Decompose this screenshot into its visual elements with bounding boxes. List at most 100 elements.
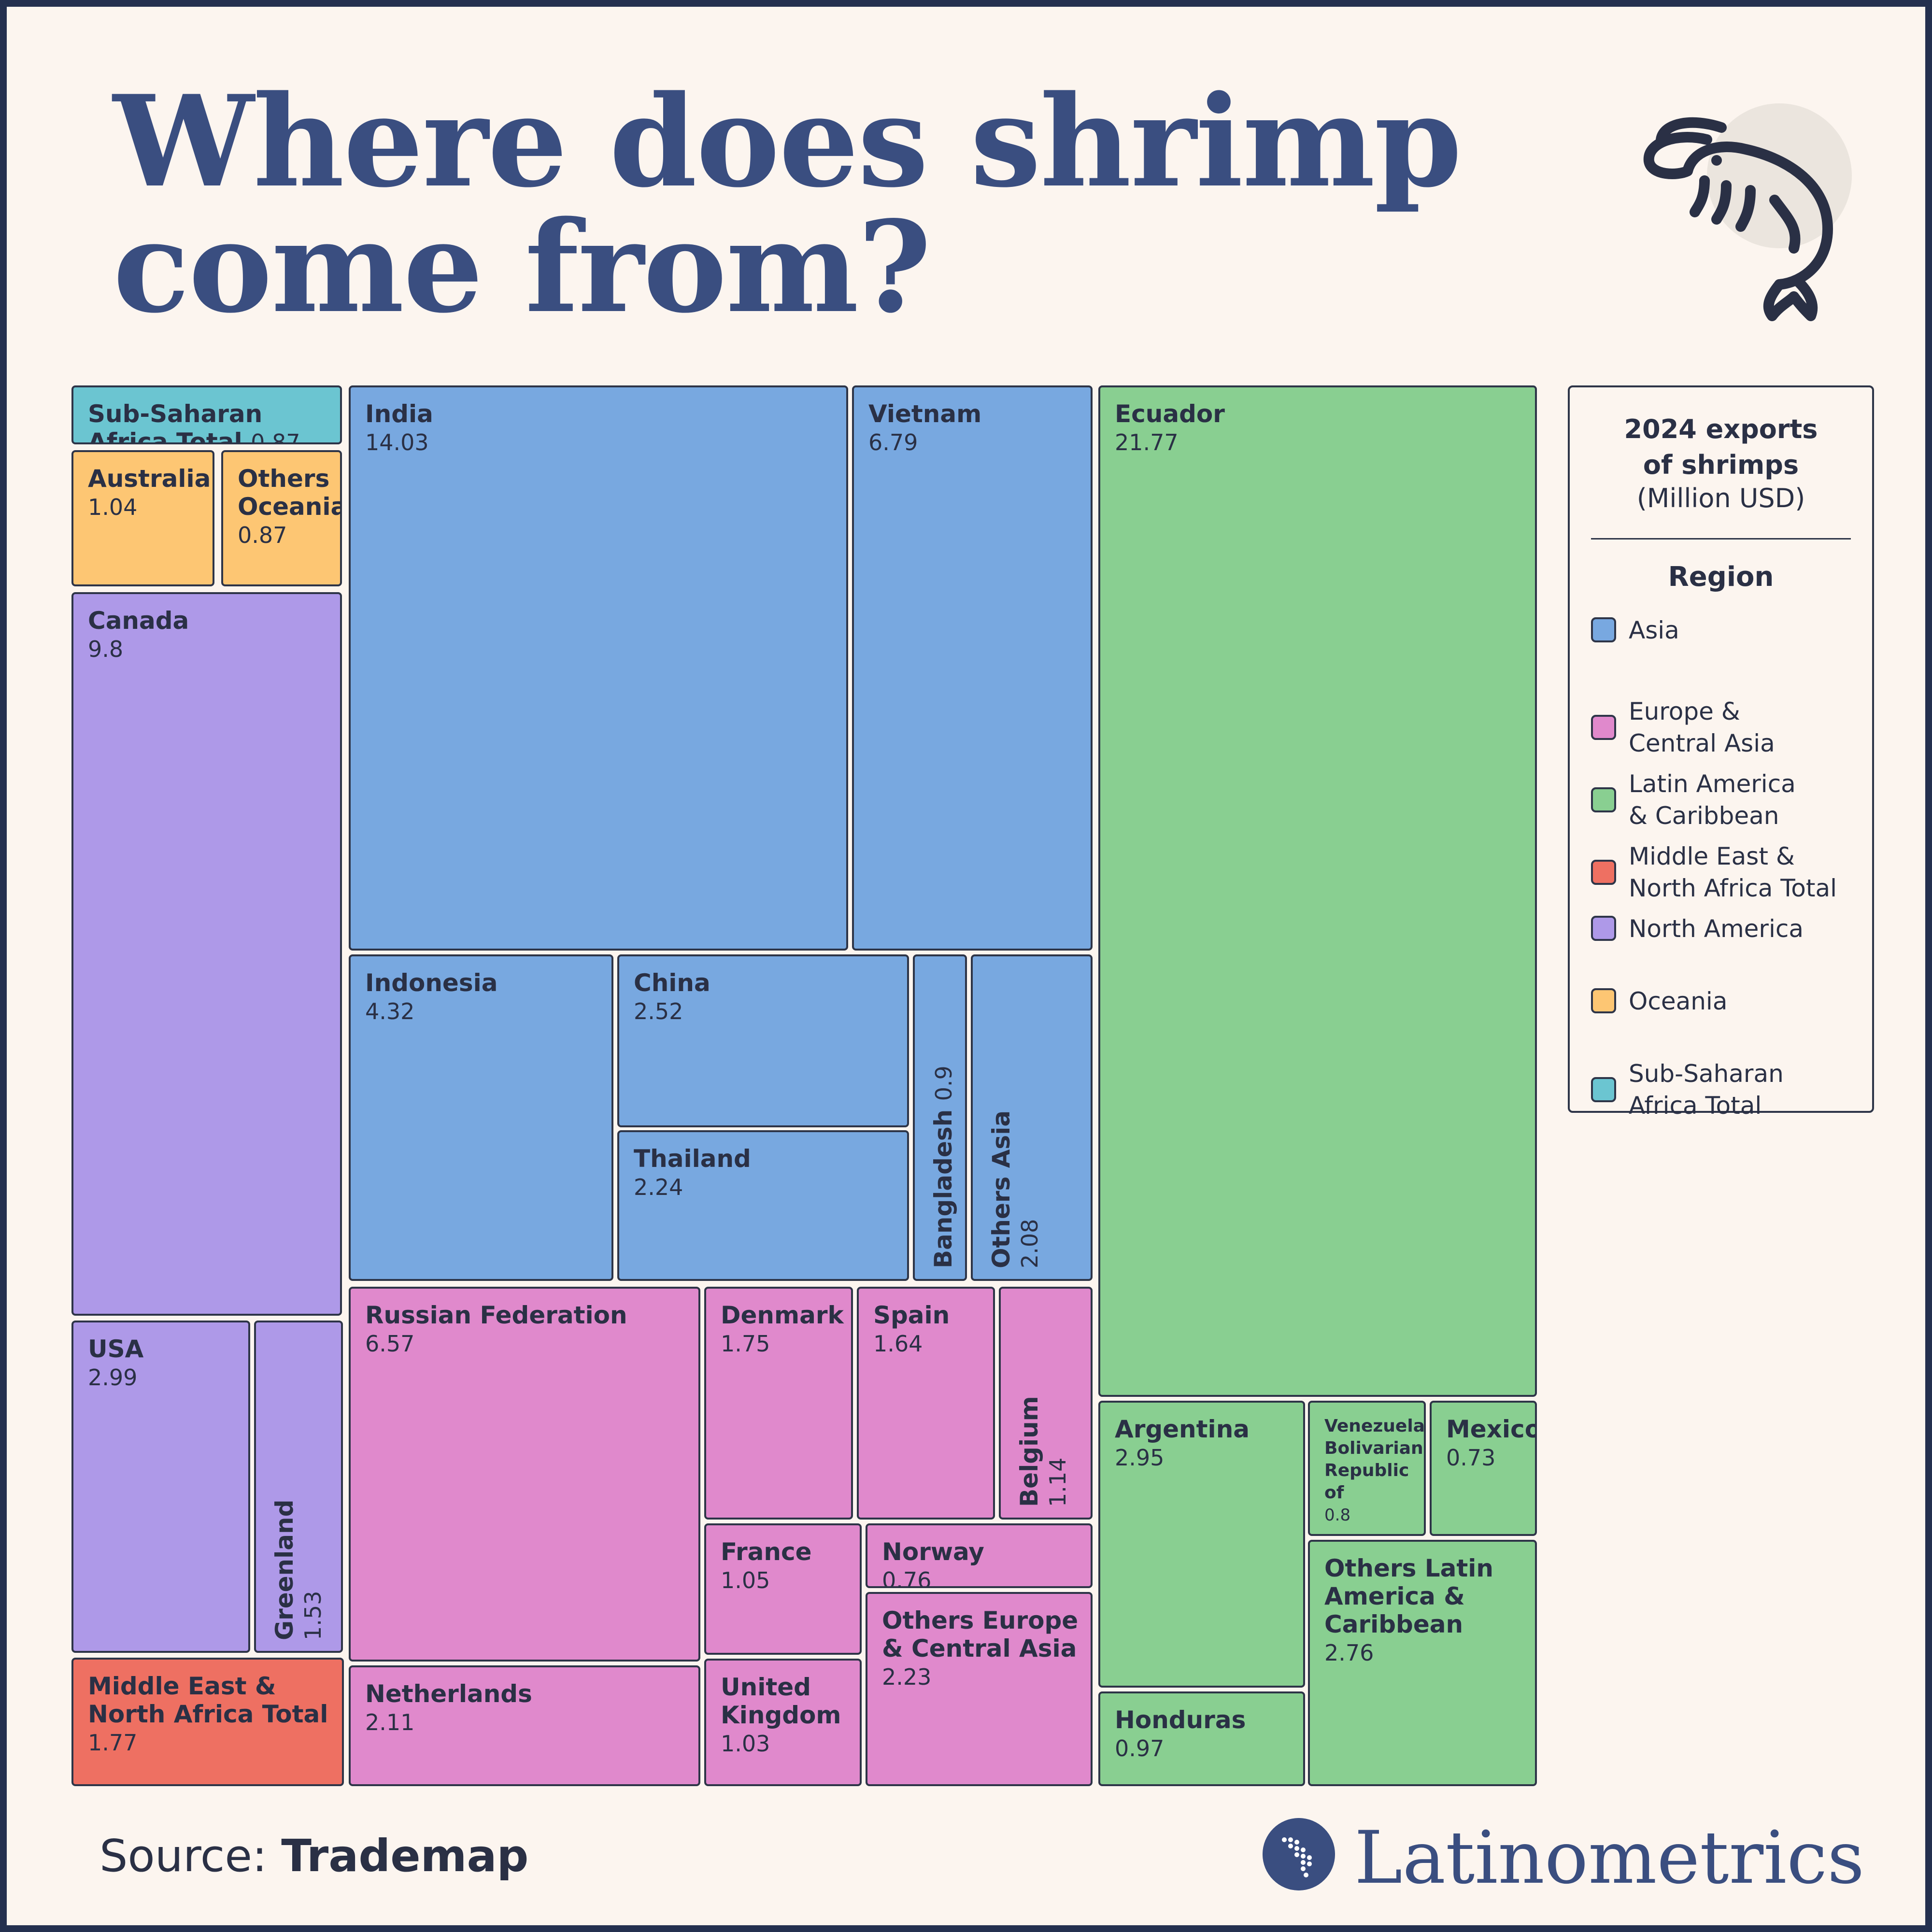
- tile-venezuela-bolivarian-republic-of: Venezuela, Bolivarian Republic of 0.8: [1308, 1401, 1426, 1536]
- tile-name: Netherlands: [365, 1680, 532, 1708]
- legend-label: North America: [1629, 915, 1804, 943]
- legend-item-sub-saharan-africa-total: Sub-Saharan Africa Total: [1591, 1058, 1861, 1121]
- legend-title: 2024 exports of shrimps: [1570, 412, 1872, 483]
- tile-india: India 14.03: [349, 385, 848, 951]
- tile-name: Norway: [882, 1538, 984, 1566]
- tile-name: Canada: [88, 607, 189, 635]
- tile-others-oceania: Others Oceania 0.87: [221, 450, 342, 586]
- brand-name: Latinometrics: [1354, 1816, 1865, 1900]
- legend-swatch: [1591, 787, 1616, 812]
- tile-australia: Australia 1.04: [71, 450, 214, 586]
- legend-swatch: [1591, 715, 1616, 740]
- tile-value: 4.32: [365, 998, 415, 1024]
- tile-name: USA: [88, 1335, 144, 1363]
- tile-label: Middle East & North Africa Total 1.77: [88, 1672, 328, 1757]
- tile-name: France: [721, 1538, 812, 1566]
- tile-name: Others Europe & Central Asia: [882, 1606, 1079, 1662]
- tile-united-kingdom: United Kingdom 1.03: [704, 1659, 862, 1786]
- tile-honduras: Honduras 0.97: [1098, 1691, 1305, 1786]
- legend-item-oceania: Oceania: [1591, 985, 1861, 1048]
- tile-value: 1.05: [721, 1567, 770, 1593]
- tile-value: 1.64: [873, 1331, 923, 1357]
- tile-label: Russian Federation 6.57: [365, 1301, 627, 1358]
- tile-label: United Kingdom 1.03: [721, 1673, 841, 1758]
- legend-swatch: [1591, 1077, 1616, 1102]
- legend-title-line-1: 2024 exports: [1624, 414, 1818, 444]
- legend-label: Asia: [1629, 616, 1679, 644]
- title-line-2: come from?: [113, 194, 931, 341]
- tile-usa: USA 2.99: [71, 1321, 250, 1653]
- tile-label: Honduras 0.97: [1115, 1706, 1246, 1762]
- tile-value: 2.99: [88, 1364, 138, 1391]
- tile-others-latin-america-caribbean: Others Latin America & Caribbean 2.76: [1308, 1540, 1537, 1786]
- tile-value: 1.77: [88, 1730, 138, 1756]
- tile-label: Others Latin America & Caribbean 2.76: [1324, 1554, 1493, 1667]
- tile-argentina: Argentina 2.95: [1098, 1401, 1305, 1688]
- legend-swatch: [1591, 988, 1616, 1013]
- tile-label: Netherlands 2.11: [365, 1680, 532, 1736]
- tile-value: 1.14: [1045, 1457, 1071, 1507]
- tile-label: Greenland 1.53: [270, 1337, 327, 1640]
- tile-label: France 1.05: [721, 1538, 812, 1594]
- tile-name: Vietnam: [868, 400, 982, 428]
- tile-label: Thailand 2.24: [634, 1145, 751, 1201]
- tile-name: China: [634, 969, 710, 997]
- legend-label: Europe & Central Asia: [1629, 697, 1775, 757]
- tile-value: 0.9: [931, 1065, 957, 1101]
- tile-value: 0.73: [1446, 1445, 1496, 1471]
- tile-name: Argentina: [1115, 1415, 1250, 1443]
- legend-item-middle-east-north-africa-total: Middle East & North Africa Total: [1591, 840, 1861, 903]
- source-label: Source:: [99, 1830, 267, 1882]
- tile-label: Belgium 1.14: [1015, 1303, 1072, 1507]
- tile-belgium: Belgium 1.14: [999, 1287, 1093, 1520]
- tile-name: Others Latin America & Caribbean: [1324, 1554, 1493, 1638]
- tile-name: Belgium: [1015, 1396, 1043, 1507]
- tile-name: Bangladesh: [929, 1109, 957, 1268]
- source-note: Source: Trademap: [99, 1830, 528, 1882]
- tile-name: Greenland: [270, 1499, 298, 1640]
- tile-value: 0.76: [882, 1567, 932, 1588]
- tile-value: 6.57: [365, 1331, 415, 1357]
- tile-label: Ecuador 21.77: [1115, 400, 1225, 456]
- tile-label: Venezuela, Bolivarian Republic of 0.8: [1324, 1415, 1424, 1526]
- legend-divider: [1591, 538, 1851, 540]
- page-title: Where does shrimp come from?: [113, 79, 1462, 341]
- tile-value: 0.97: [1115, 1735, 1165, 1762]
- tile-netherlands: Netherlands 2.11: [349, 1665, 700, 1786]
- tile-value: 2.76: [1324, 1640, 1374, 1666]
- tile-thailand: Thailand 2.24: [617, 1130, 909, 1281]
- tile-name: Ecuador: [1115, 400, 1225, 428]
- shrimp-icon: [1643, 103, 1852, 321]
- tile-label: USA 2.99: [88, 1335, 143, 1392]
- tile-name: Russian Federation: [365, 1301, 627, 1329]
- tile-sub-saharan-africa-total: Sub-Saharan Africa Total 0.87: [71, 385, 342, 444]
- tile-name: United Kingdom: [721, 1673, 841, 1729]
- tile-value: 2.24: [634, 1174, 683, 1200]
- tile-name: Sub-Saharan Africa Total: [88, 400, 263, 444]
- tile-name: Mexico: [1446, 1415, 1537, 1443]
- tile-name: Spain: [873, 1301, 950, 1329]
- tile-label: Mexico 0.73: [1446, 1415, 1537, 1472]
- tile-norway: Norway 0.76: [866, 1523, 1093, 1588]
- tile-value: 1.53: [300, 1591, 326, 1640]
- tile-value: 0.87: [251, 429, 300, 444]
- tile-value: 14.03: [365, 429, 429, 455]
- brand-map-icon: [1263, 1818, 1335, 1890]
- legend-item-asia: Asia: [1591, 614, 1861, 677]
- tile-ecuador: Ecuador 21.77: [1098, 385, 1537, 1397]
- tile-france: France 1.05: [704, 1523, 862, 1655]
- tile-spain: Spain 1.64: [857, 1287, 995, 1520]
- legend-unit: (Million USD): [1636, 483, 1805, 513]
- tile-value: 6.79: [868, 429, 918, 455]
- tile-value: 1.03: [721, 1731, 770, 1757]
- tile-label: Vietnam 6.79: [868, 400, 981, 456]
- tile-canada: Canada 9.8: [71, 592, 342, 1316]
- tile-label: India 14.03: [365, 400, 433, 456]
- tile-greenland: Greenland 1.53: [254, 1321, 343, 1653]
- tile-value: 21.77: [1115, 429, 1179, 455]
- tile-value: 2.11: [365, 1709, 415, 1735]
- legend-swatch: [1591, 617, 1616, 642]
- tile-name: Indonesia: [365, 969, 498, 997]
- legend-item-latin-america-caribbean: Latin America & Caribbean: [1591, 768, 1861, 831]
